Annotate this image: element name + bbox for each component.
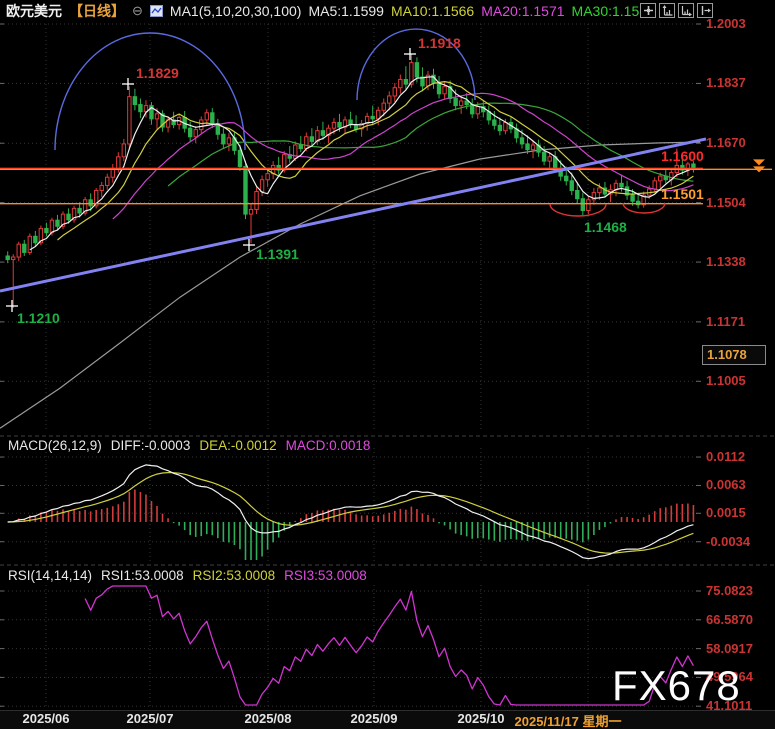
annotation-support: 1.1501 [661,186,704,202]
blue-arc [54,32,246,151]
chart-toolbar [640,3,713,18]
pan-move-button[interactable] [640,3,656,18]
rsi-axis-label: 41.1011 [706,698,753,714]
time-axis-label: 2025/06 [22,711,70,726]
rsi-line [84,585,694,706]
price-axis-label: 1.1171 [706,313,746,329]
macd-dea-line [7,472,694,554]
macd-axis-label: 0.0112 [706,449,746,465]
annotation-nov-low: 1.1468 [584,219,627,235]
price-axis-label: 1.1504 [706,194,746,210]
price-axis-label: 1.1005 [706,373,746,389]
macd-axis-label: 0.0063 [706,477,746,493]
time-axis-label: 2025/09 [350,711,398,726]
red-ellipse [622,202,666,214]
rsi-axis-label: 75.0823 [706,583,753,598]
annotation-june-low: 1.1210 [17,310,60,326]
rsi-axis-label: 58.0917 [706,640,753,656]
time-axis[interactable] [0,710,775,729]
macd-diff-value: DIFF:-0.0003 [110,438,191,453]
price-axis-label: 1.1338 [706,254,746,270]
rsi3-value: RSI3:53.0008 [284,568,367,583]
top-bar: 欧元美元 【日线】 ⊖ MA1(5,10,20,30,100) MA5:1.15… [6,0,647,22]
chart-type-icon[interactable] [149,5,163,17]
rsi-axis-label: 66.5870 [706,611,753,627]
rsi2-value: RSI2:53.0008 [192,568,276,583]
symbol-title: 欧元美元 [6,3,62,19]
annotation-july-high: 1.1829 [136,65,179,81]
shift-right-button[interactable] [697,3,713,18]
rsi-title: RSI(14,14,14) [8,568,93,583]
blue-arc [356,28,476,101]
ma20-value: MA20:1.1571 [481,3,565,19]
time-axis-label: 2025/08 [244,711,292,726]
scale-horizontal-button[interactable] [678,3,694,18]
ma5-line [29,76,694,251]
price-axis-cursor-value: 1.1078 [702,345,766,366]
ma20-line [112,92,694,220]
price-axis-label: 1.1837 [706,75,746,91]
macd-header: MACD(26,12,9) DIFF:-0.0003 DEA:-0.0012 M… [8,438,370,453]
ma5-value: MA5:1.1599 [308,3,384,19]
macd-dea-value: DEA:-0.0012 [199,438,277,453]
macd-diff-line [7,464,694,560]
rsi-header: RSI(14,14,14) RSI1:53.0008 RSI2:53.0008 … [8,568,367,583]
macd-axis-label: 0.0015 [706,505,746,521]
annotation-aug-low: 1.1391 [256,246,299,262]
annotation-resistance: 1.1600 [661,148,704,164]
ma-group-label: MA1(5,10,20,30,100) [169,3,302,19]
time-axis-label: 2025/10 [457,711,505,726]
ma10-line [57,80,694,241]
ma100-line [0,141,701,429]
ma30-line [167,102,694,187]
rsi-axis-label: 49.5964 [706,669,753,685]
ma10-value: MA10:1.1566 [390,3,475,19]
time-axis-label: 2025/11/17 星期一 [514,714,622,729]
macd-axis-label: -0.0034 [706,533,751,549]
red-ellipse [549,203,607,217]
collapse-icon[interactable]: ⊖ [132,3,143,18]
scale-vertical-button[interactable] [659,3,675,18]
trendline [0,137,707,293]
price-axis-label: 1.1670 [706,135,746,151]
price-axis-label: 1.2003 [706,16,746,31]
watermark: FX678 [612,662,741,709]
macd-macd-value: MACD:0.0018 [285,438,371,453]
candles [5,54,696,308]
rsi1-value: RSI1:53.0008 [101,568,184,583]
time-axis-label: 2025/07 [126,711,174,726]
annotation-sept-high: 1.1918 [418,35,461,51]
period-label[interactable]: 【日线】 [69,3,125,19]
ma30-value: MA30:1.157 [571,3,648,19]
macd-title: MACD(26,12,9) [8,438,102,453]
